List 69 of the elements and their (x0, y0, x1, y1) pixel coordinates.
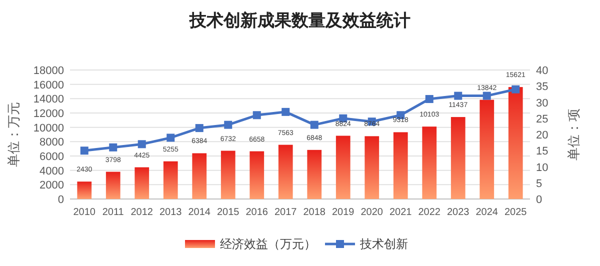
x-tick-label: 2015 (217, 207, 240, 218)
y-tick-label: 14000 (33, 94, 64, 106)
y2-tick-label: 15 (536, 146, 548, 158)
point (482, 92, 491, 100)
legend-label: 经济效益（万元） (220, 237, 316, 251)
bar (163, 161, 178, 199)
y-axis-title: 单位：万元 (6, 102, 21, 167)
x-tick-label: 2021 (390, 207, 412, 218)
y-tick-label: 4000 (40, 165, 64, 178)
y-tick-label: 12000 (33, 108, 64, 120)
bar (336, 136, 350, 199)
x-tick-label: 2019 (332, 207, 355, 218)
point (310, 120, 318, 129)
point (512, 85, 520, 94)
bar (250, 151, 264, 199)
point (454, 92, 462, 100)
bar (508, 87, 523, 199)
bar (393, 132, 408, 199)
x-tick-label: 2014 (188, 207, 211, 218)
y-tick-label: 0 (58, 194, 64, 206)
bar (307, 150, 322, 199)
bar (364, 136, 380, 199)
bar (450, 117, 466, 199)
x-tick-label: 2024 (476, 207, 498, 218)
y-tick-label: 2000 (40, 180, 64, 192)
point (166, 134, 175, 142)
point (109, 143, 118, 152)
x-tick-label: 2022 (418, 207, 441, 218)
y2-tick-label: 0 (536, 194, 542, 206)
y-tick-label: 10000 (33, 122, 64, 134)
x-tick-label: 2011 (102, 207, 124, 218)
x-tick-label: 2023 (447, 207, 470, 218)
x-tick-label: 2013 (160, 207, 182, 218)
y2-tick-label: 35 (536, 81, 548, 94)
y2-tick-label: 20 (536, 130, 548, 142)
y-tick-label: 18000 (33, 65, 64, 77)
x-tick-label: 2016 (246, 207, 268, 218)
bar (278, 144, 293, 199)
bar (106, 172, 120, 199)
point (282, 108, 290, 116)
point (252, 111, 261, 120)
bar (77, 182, 92, 199)
point (195, 124, 204, 132)
x-tick-label: 2017 (274, 207, 298, 218)
bar (480, 100, 494, 199)
point (138, 140, 146, 148)
y2-tick-label: 40 (536, 65, 548, 77)
y2-tick-label: 25 (536, 113, 548, 126)
y2-tick-label: 30 (536, 97, 548, 110)
x-tick-label: 2010 (73, 207, 96, 218)
legend-label: 技术创新 (359, 237, 408, 251)
x-tick-label: 2025 (504, 207, 528, 218)
bar (220, 150, 236, 199)
point (224, 120, 232, 129)
bar (422, 126, 437, 199)
bar (192, 153, 207, 199)
chart-title: 技术创新成果数量及效益统计 (188, 11, 410, 31)
point (80, 146, 88, 155)
y-tick-label: 16000 (33, 79, 64, 92)
y2-tick-label: 5 (536, 178, 542, 190)
y2-axis-title: 单位：项 (566, 108, 581, 160)
point (425, 95, 434, 104)
y-tick-label: 6000 (40, 151, 64, 163)
bar (134, 167, 150, 199)
y-tick-label: 8000 (40, 136, 64, 149)
x-tick-label: 2018 (303, 207, 326, 218)
x-tick-label: 2012 (130, 207, 154, 218)
x-tick-label: 2020 (360, 207, 384, 218)
y2-tick-label: 10 (536, 162, 548, 174)
